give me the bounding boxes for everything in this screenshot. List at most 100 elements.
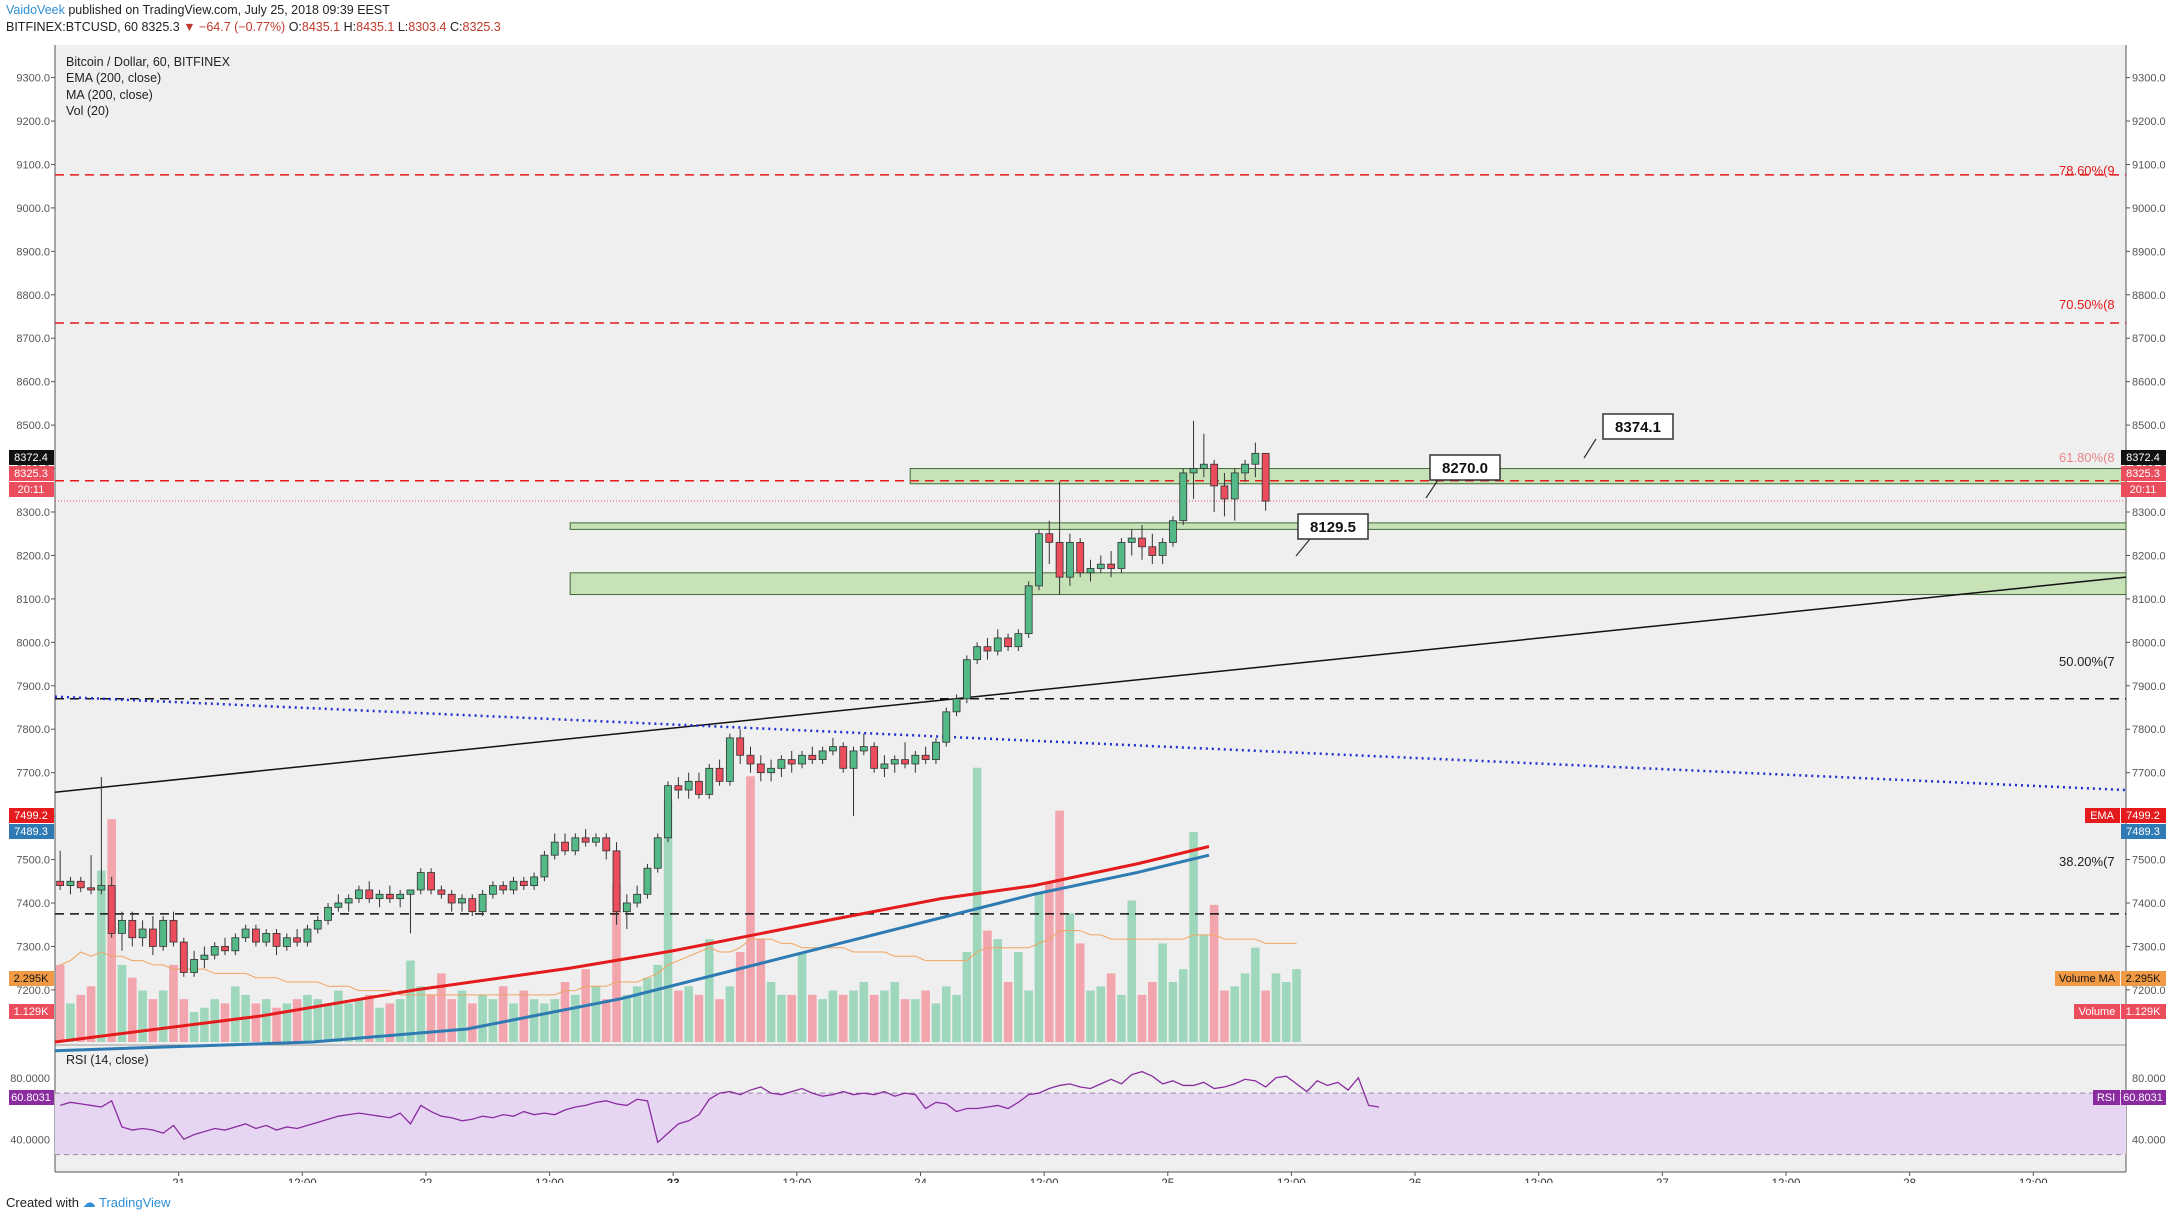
- volume-bar: [1086, 990, 1095, 1042]
- callout-8129-pointer: [1295, 538, 1311, 557]
- candle-down: [468, 898, 477, 913]
- footer: Created with ☁ TradingView: [6, 1195, 171, 1211]
- candle-up: [890, 759, 899, 765]
- volume-bar: [509, 1003, 518, 1042]
- candle-up: [798, 754, 806, 765]
- callouts: 8374.1 8270.0 8129.5: [1295, 413, 1674, 557]
- callout-8129-box[interactable]: [1297, 513, 1369, 540]
- candle-down: [56, 880, 65, 887]
- candle-up: [592, 837, 600, 843]
- candle-down: [1004, 637, 1012, 648]
- volume-bar: [364, 994, 374, 1042]
- candle-up: [1096, 563, 1105, 569]
- volume-bar: [231, 986, 240, 1042]
- candle-down: [561, 841, 569, 852]
- volume-bar: [797, 952, 807, 1042]
- candle-up: [664, 785, 672, 839]
- price-chart[interactable]: 9300.0 9300.0 9200.0 9200.0 9100.0 9100.0 9000…: [8, 45, 2166, 1183]
- callout-8270-text: 8270.0: [1442, 460, 1488, 477]
- candle-down: [221, 946, 229, 952]
- candle-down: [612, 850, 621, 913]
- down-arrow-icon: ▼: [183, 20, 196, 34]
- candle-up: [324, 906, 332, 921]
- volume-bar: [1106, 973, 1116, 1042]
- right-badge-rsi-label-bg: [2093, 1090, 2120, 1105]
- tradingview-link[interactable]: TradingView: [99, 1195, 171, 1210]
- left-badge-ema-bg: [9, 808, 54, 823]
- candle-down: [1055, 542, 1064, 578]
- volume-bar: [808, 994, 817, 1042]
- volume-bar: [1044, 883, 1054, 1042]
- candle-up: [344, 898, 353, 904]
- right-badge-vol-label-bg: [2074, 1004, 2120, 1019]
- price-tick-left: 8200.0: [16, 550, 50, 562]
- volume-bar: [725, 986, 735, 1042]
- right-badge-close: 8325.3: [2126, 468, 2160, 480]
- candle-up: [622, 902, 631, 913]
- candle-up: [849, 750, 858, 769]
- price-tick-left: 7400.0: [16, 898, 50, 910]
- trendline-support: [54, 576, 2127, 793]
- volume-bar: [591, 986, 601, 1042]
- callout-8270-box[interactable]: [1429, 454, 1501, 481]
- left-badge-close: 8325.3: [14, 468, 48, 480]
- ma-line: [54, 853, 1210, 1053]
- publish-info: published on TradingView.com, July 25, 2…: [68, 3, 390, 17]
- volume-bar: [993, 939, 1003, 1042]
- tradingview-logo-icon[interactable]: ☁: [82, 1195, 96, 1210]
- candle-up: [633, 893, 642, 904]
- volume-bar: [1261, 990, 1270, 1042]
- volume-bar: [354, 999, 364, 1042]
- candle-up: [1199, 463, 1208, 469]
- left-badge-vol-bg: [9, 1004, 54, 1019]
- candle-down: [674, 785, 683, 791]
- candle-down: [1148, 546, 1157, 556]
- volume-bar: [643, 977, 652, 1042]
- volume-bar: [1117, 994, 1126, 1042]
- right-badge-volma: 2.295K: [2126, 973, 2162, 985]
- volume-bar: [1292, 969, 1301, 1042]
- volume-bar: [76, 994, 86, 1042]
- volume-bar: [900, 999, 910, 1042]
- right-badge-timer: 20:11: [2130, 484, 2157, 496]
- volume-bar: [1014, 952, 1023, 1042]
- candle-down: [385, 893, 394, 900]
- author-link[interactable]: VaidoVeek: [6, 3, 65, 17]
- volume-bar: [1230, 986, 1240, 1042]
- volume-bar: [1137, 994, 1147, 1042]
- price-tick-left: 8600.0: [16, 377, 50, 389]
- fib-786-label: 78.60%(9: [2059, 163, 2115, 178]
- low-label: L:: [397, 20, 409, 34]
- price-tick-left: 7300.0: [16, 941, 50, 953]
- time-tick-label: 28: [1903, 1178, 1916, 1183]
- candle-up: [993, 637, 1002, 652]
- price-tick-right: 9200.0: [2132, 116, 2166, 128]
- price-tick-right: 7900.0: [2132, 681, 2166, 693]
- volume-bar: [97, 870, 106, 1042]
- volume-bar: [746, 776, 755, 1042]
- candle-down: [252, 928, 260, 943]
- left-badge-rsi-bg: [9, 1090, 54, 1105]
- volume-bar: [488, 999, 498, 1042]
- volume-bar: [1220, 990, 1229, 1042]
- volume-bar: [189, 1012, 199, 1042]
- volume-bar: [1024, 990, 1033, 1042]
- candle-up: [1086, 568, 1095, 574]
- symbol-quote-line: BITFINEX:BTCUSD, 60 8325.3 ▼ −64.7 (−0.7…: [6, 20, 501, 34]
- candle-up: [653, 837, 662, 869]
- legend-rsi: RSI (14, close): [66, 1053, 149, 1067]
- volume-bar: [158, 990, 168, 1042]
- price-tick-right: 8000.0: [2132, 637, 2166, 649]
- callout-8374-box[interactable]: [1602, 413, 1674, 440]
- candle-up: [210, 946, 219, 956]
- candle-up: [880, 763, 889, 769]
- volume-bar: [498, 986, 508, 1042]
- plot-area[interactable]: [55, 45, 2126, 1172]
- candle-up: [313, 919, 322, 930]
- candle-up: [375, 893, 384, 900]
- candle-up: [942, 711, 951, 743]
- candle-down: [87, 887, 95, 891]
- volume-bar: [1158, 943, 1167, 1042]
- support-zone: [569, 572, 2127, 596]
- price-tick-right: 9000.0: [2132, 203, 2166, 215]
